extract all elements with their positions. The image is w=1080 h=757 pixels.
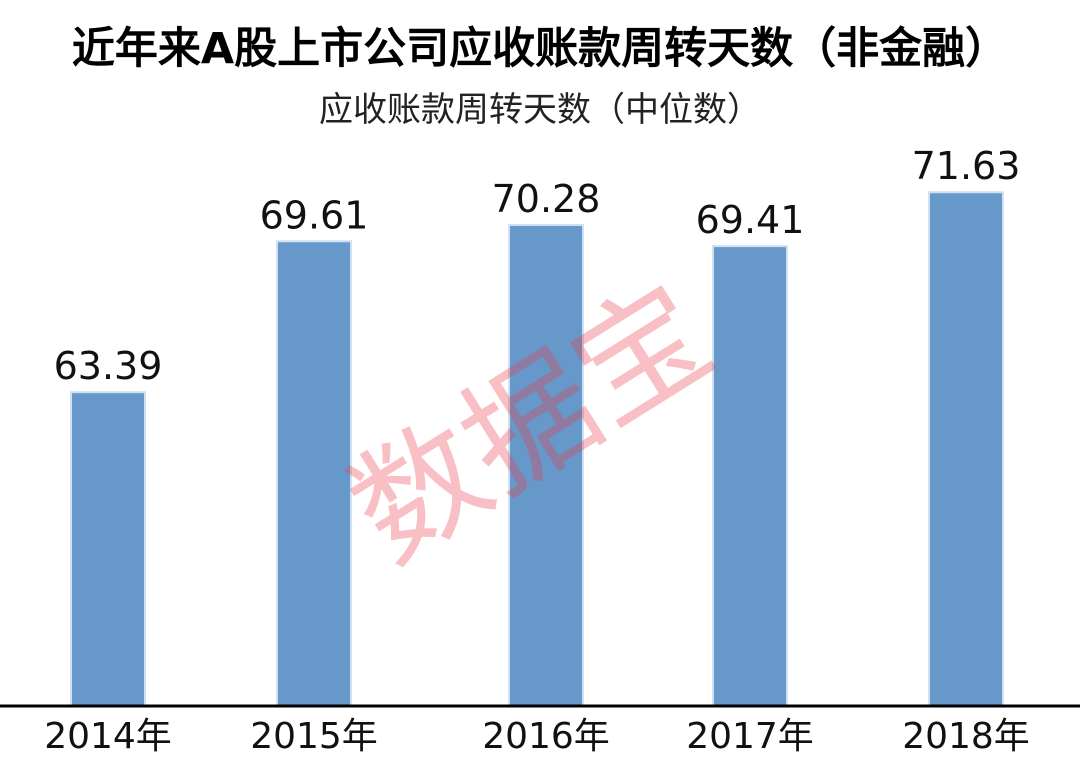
x-tick-label-0: 2014年 xyxy=(44,716,172,757)
x-tick-label-1: 2015年 xyxy=(250,716,378,757)
bar-1 xyxy=(278,242,350,706)
data-label-1: 69.61 xyxy=(260,193,369,237)
x-tick-label-2: 2016年 xyxy=(482,716,610,757)
x-tick-label-4: 2018年 xyxy=(902,716,1030,757)
bar-3 xyxy=(714,247,786,706)
data-label-0: 63.39 xyxy=(54,344,163,388)
bar-0 xyxy=(72,393,144,706)
data-label-2: 70.28 xyxy=(492,177,601,221)
chart-title: 近年来A股上市公司应收账款周转天数（非金融） xyxy=(71,24,1009,74)
chart-subtitle: 应收账款周转天数（中位数） xyxy=(319,90,761,130)
bar-4 xyxy=(930,193,1002,706)
data-label-4: 71.63 xyxy=(912,144,1021,188)
data-label-3: 69.41 xyxy=(696,198,805,242)
x-tick-label-3: 2017年 xyxy=(686,716,814,757)
bar-2 xyxy=(510,226,582,706)
